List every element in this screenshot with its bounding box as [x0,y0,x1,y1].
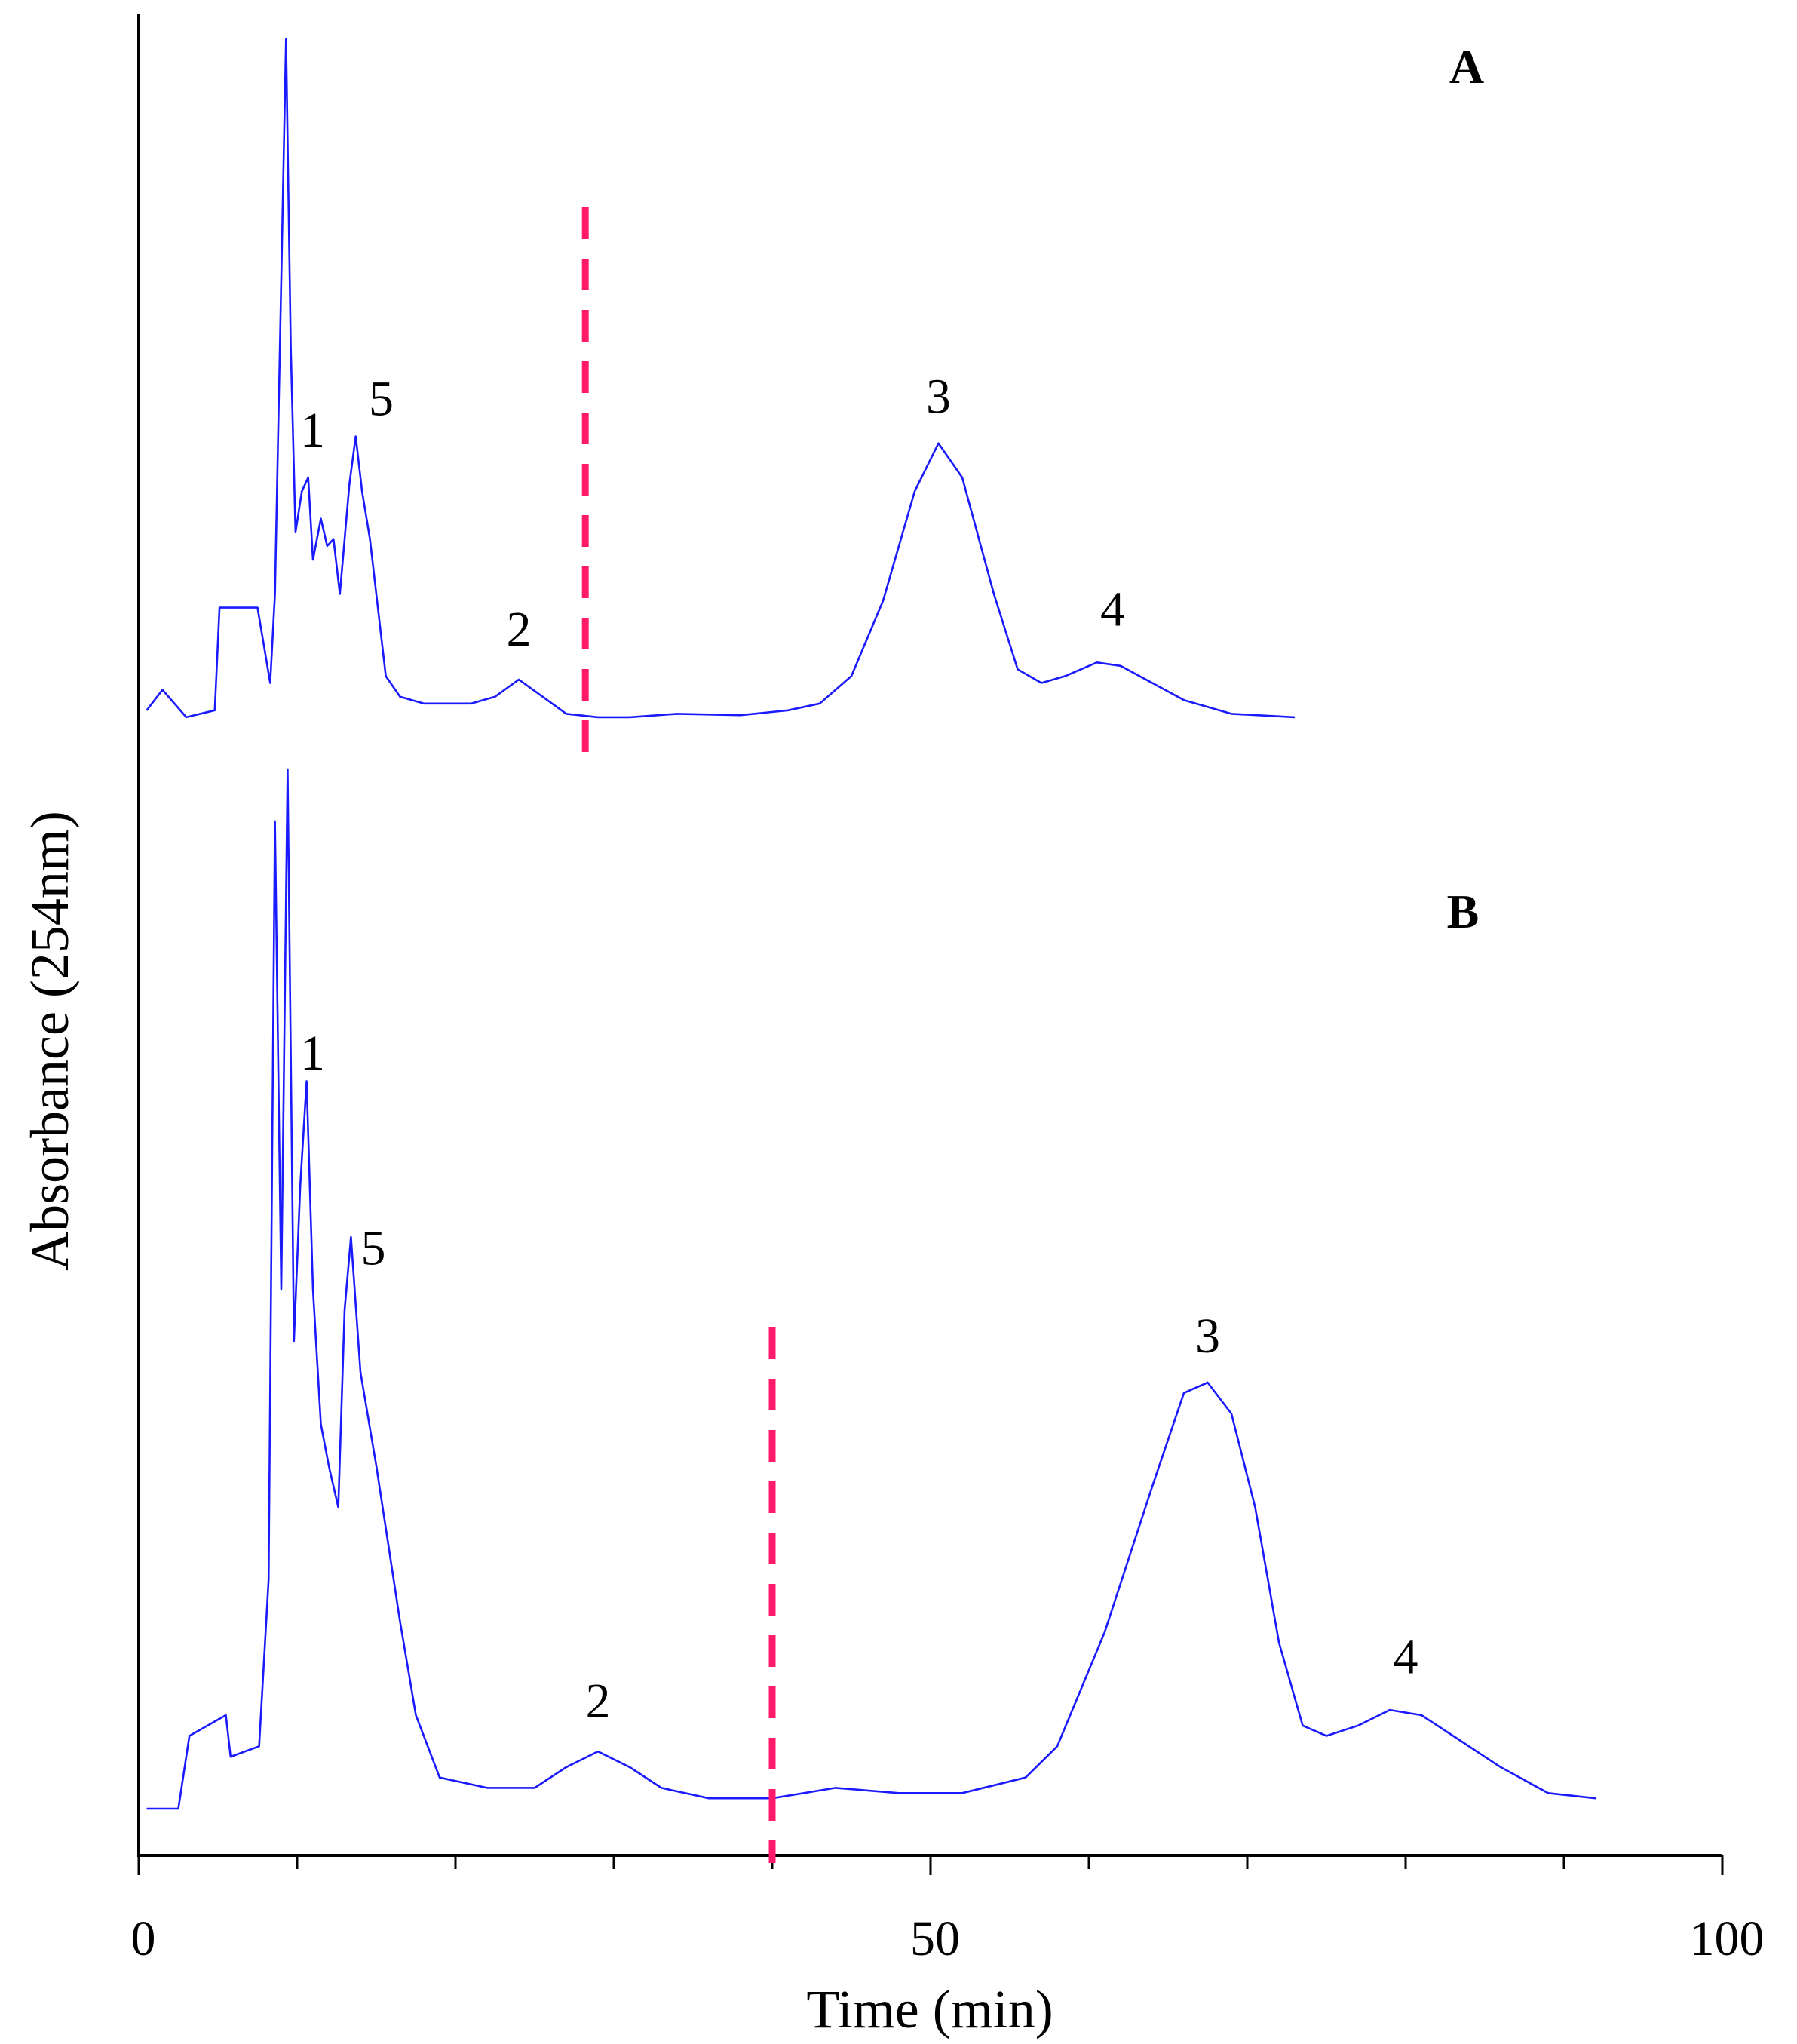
peak-label: 3 [926,370,951,425]
y-axis-title: Absorbance (254nm) [20,811,80,1271]
peak-label: 4 [1394,1630,1418,1685]
x-tick-label: 50 [910,1911,960,1966]
peak-label: 1 [300,403,325,458]
peak-label: 3 [1195,1309,1220,1364]
chromatogram-trace [146,38,1296,719]
panel-label: A [1449,40,1484,94]
chromatogram-trace [146,768,1596,1810]
x-axis-title: Time (min) [806,1979,1053,2039]
panel-a: A 15 2 3 4 [146,38,1484,754]
peak-label: 5 [361,1221,386,1276]
peak-label: 5 [369,371,394,426]
x-tick-label: 100 [1690,1911,1765,1966]
peak-label: 1 [300,1026,325,1081]
panel-b: B 1 5 2 3 4 [146,768,1596,1863]
peak-label: 2 [507,602,532,657]
x-tick-label: 0 [131,1911,156,1966]
x-axis-ticks: 0 50 100 [131,1855,1765,1966]
panel-label: B [1447,885,1480,938]
peak-label: 4 [1100,582,1125,637]
peak-label: 2 [586,1674,611,1729]
